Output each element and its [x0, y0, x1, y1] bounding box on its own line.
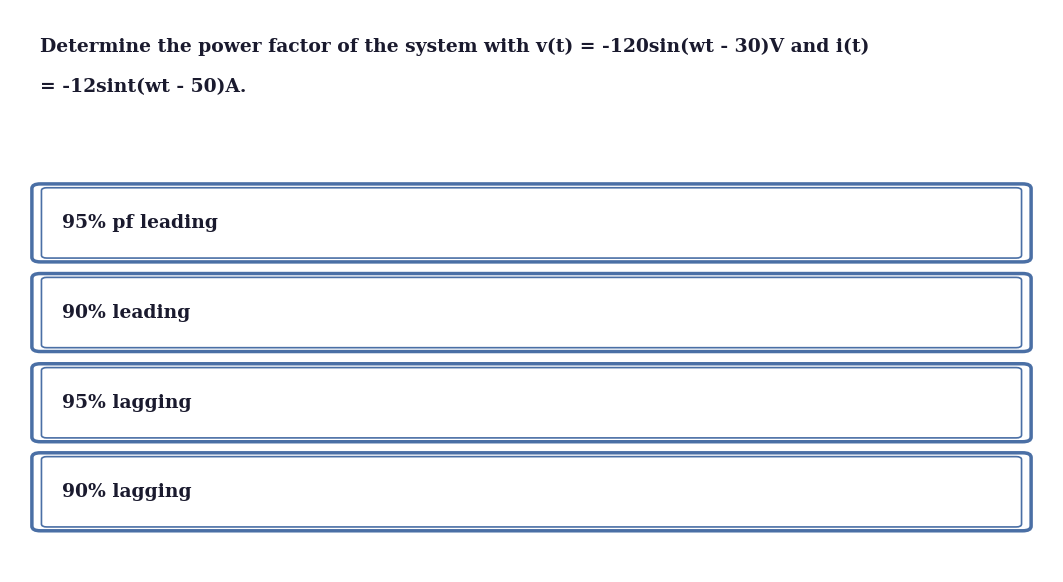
- FancyBboxPatch shape: [32, 364, 1031, 442]
- FancyBboxPatch shape: [32, 453, 1031, 531]
- Text: = -12sint(wt - 50)A.: = -12sint(wt - 50)A.: [40, 79, 247, 97]
- Text: Determine the power factor of the system with v(t) = -120sin(wt - 30)V and i(t): Determine the power factor of the system…: [40, 38, 870, 56]
- Text: 95% pf leading: 95% pf leading: [62, 214, 218, 232]
- Text: 90% leading: 90% leading: [62, 304, 190, 321]
- FancyBboxPatch shape: [32, 274, 1031, 352]
- Text: 90% lagging: 90% lagging: [62, 483, 191, 501]
- Text: 95% lagging: 95% lagging: [62, 394, 191, 411]
- FancyBboxPatch shape: [32, 184, 1031, 262]
